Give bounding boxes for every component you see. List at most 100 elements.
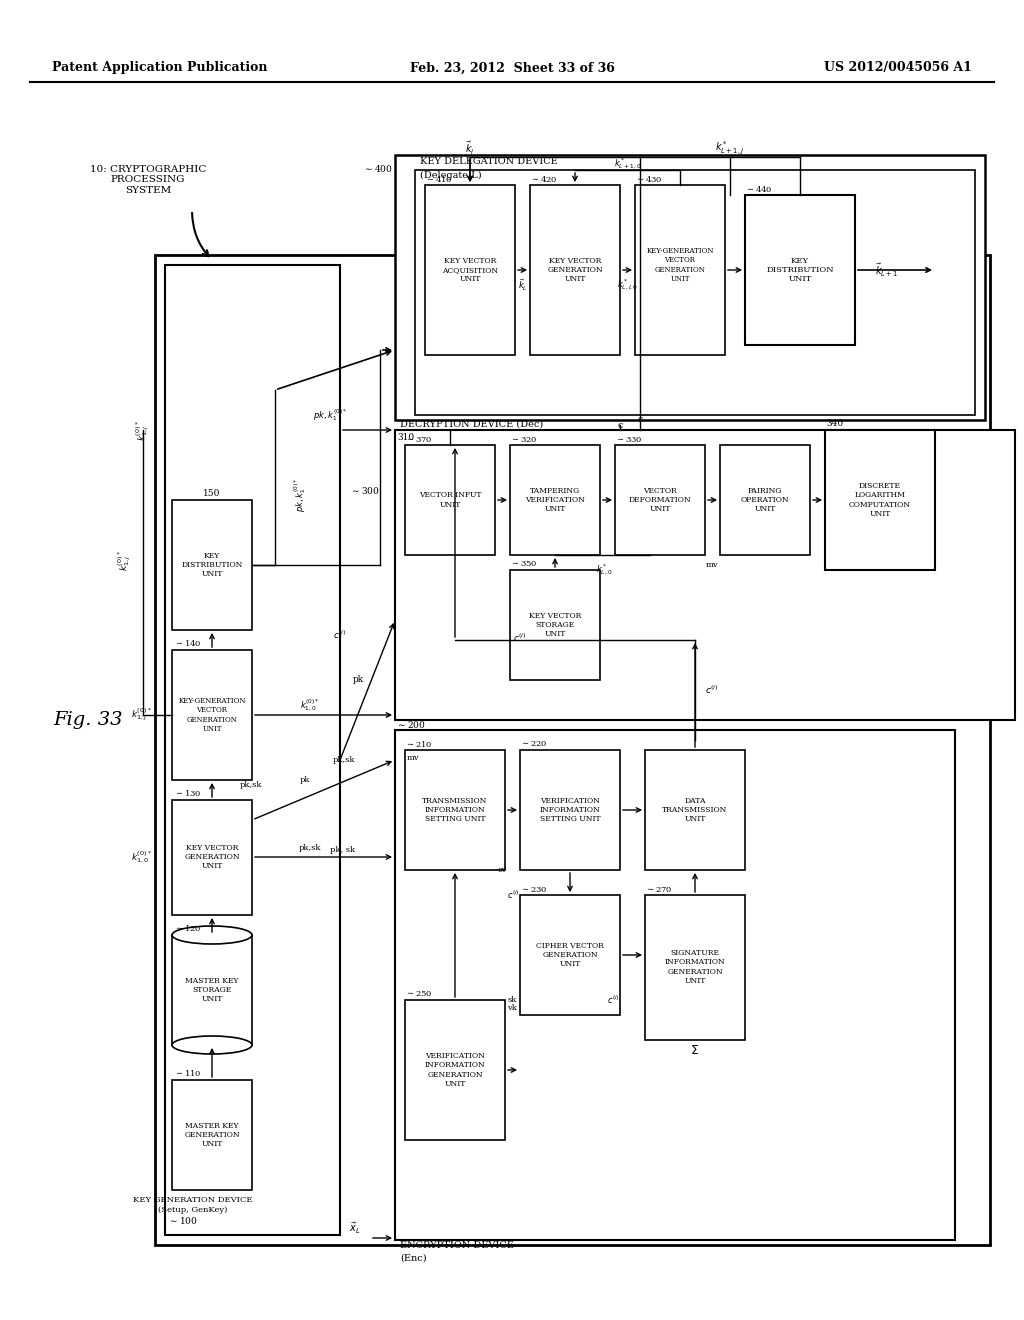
Text: pk: pk	[352, 676, 364, 685]
Text: $k^{(0)*}_{1,j}$: $k^{(0)*}_{1,j}$	[135, 420, 152, 441]
Bar	[406, 445, 495, 554]
Text: $k^*_{L,0}$: $k^*_{L,0}$	[596, 562, 612, 577]
Text: $\sim$320: $\sim$320	[510, 434, 538, 444]
Text: PAIRING
OPERATION
UNIT: PAIRING OPERATION UNIT	[740, 487, 790, 513]
Text: SIGNATURE
INFORMATION
GENERATION
UNIT: SIGNATURE INFORMATION GENERATION UNIT	[665, 949, 725, 985]
Text: $\sim$140: $\sim$140	[174, 638, 202, 648]
Text: KEY-GENERATION
VECTOR
GENERATION
UNIT: KEY-GENERATION VECTOR GENERATION UNIT	[178, 697, 246, 733]
Text: $k^*_{L,l,0}$: $k^*_{L,l,0}$	[617, 277, 639, 292]
Bar	[395, 430, 1015, 719]
Bar	[510, 570, 600, 680]
Text: vk: vk	[507, 1005, 517, 1012]
Ellipse shape	[172, 1036, 252, 1053]
Text: $c^{(i)}$: $c^{(i)}$	[705, 684, 719, 696]
Text: 10: CRYPTOGRAPHIC
PROCESSING
SYSTEM: 10: CRYPTOGRAPHIC PROCESSING SYSTEM	[90, 165, 206, 195]
Text: 310: 310	[397, 433, 414, 442]
Text: Patent Application Publication: Patent Application Publication	[52, 62, 267, 74]
Text: TAMPERING
VERIFICATION
UNIT: TAMPERING VERIFICATION UNIT	[525, 487, 585, 513]
Text: $\sim$270: $\sim$270	[645, 884, 673, 894]
Text: VERIFICATION
INFORMATION
SETTING UNIT: VERIFICATION INFORMATION SETTING UNIT	[540, 797, 600, 824]
Bar	[172, 935, 252, 1045]
Bar	[645, 750, 745, 870]
Text: Fig. 33: Fig. 33	[53, 711, 123, 729]
Bar	[172, 500, 252, 630]
Bar	[510, 445, 600, 554]
Ellipse shape	[172, 927, 252, 944]
Text: c: c	[637, 416, 643, 425]
Bar	[530, 185, 620, 355]
Text: $\sim$370: $\sim$370	[406, 434, 433, 444]
Text: $\sim$250: $\sim$250	[406, 990, 433, 998]
Text: DATA
TRANSMISSION
UNIT: DATA TRANSMISSION UNIT	[663, 797, 728, 824]
Text: KEY VECTOR
ACQUISITION
UNIT: KEY VECTOR ACQUISITION UNIT	[442, 257, 498, 284]
Bar	[635, 185, 725, 355]
Text: $\sim$220: $\sim$220	[520, 739, 548, 748]
Text: 340: 340	[826, 420, 843, 429]
Text: TRANSMISSION
INFORMATION
SETTING UNIT: TRANSMISSION INFORMATION SETTING UNIT	[422, 797, 487, 824]
Text: $\sim$330: $\sim$330	[615, 434, 643, 444]
Text: cv: cv	[498, 866, 507, 874]
Text: KEY VECTOR
GENERATION
UNIT: KEY VECTOR GENERATION UNIT	[547, 257, 603, 284]
Text: $\sim$440: $\sim$440	[745, 183, 773, 194]
Text: CIPHER VECTOR
GENERATION
UNIT: CIPHER VECTOR GENERATION UNIT	[536, 941, 604, 968]
Text: pk,sk: pk,sk	[240, 781, 262, 789]
Text: $c^{(i)}$: $c^{(i)}$	[333, 628, 347, 642]
Text: pk, sk: pk, sk	[330, 846, 355, 854]
Text: KEY-GENERATION
VECTOR
GENERATION
UNIT: KEY-GENERATION VECTOR GENERATION UNIT	[646, 247, 714, 282]
Text: ENCRYPTION DEVICE: ENCRYPTION DEVICE	[400, 1241, 514, 1250]
Text: DECRYPTION DEVICE (Dec): DECRYPTION DEVICE (Dec)	[400, 420, 544, 429]
Text: MASTER KEY
STORAGE
UNIT: MASTER KEY STORAGE UNIT	[185, 977, 239, 1003]
Bar	[645, 895, 745, 1040]
Bar	[720, 445, 810, 554]
Text: $\vec{k}_i$: $\vec{k}_i$	[465, 140, 475, 157]
Text: $\sim$120: $\sim$120	[174, 923, 202, 933]
Text: $\sim$200: $\sim$200	[396, 718, 426, 730]
Text: $k^{(0)*}_{1,0}$: $k^{(0)*}_{1,0}$	[131, 849, 152, 865]
Bar	[745, 195, 855, 345]
Text: $\sim$210: $\sim$210	[406, 739, 433, 748]
Text: KEY
DISTRIBUTION
UNIT: KEY DISTRIBUTION UNIT	[766, 257, 834, 284]
Bar	[155, 255, 990, 1245]
Text: $c^{(i)}$: $c^{(i)}$	[607, 994, 620, 1006]
Text: $\vec{k}_{L+1}$: $\vec{k}_{L+1}$	[874, 261, 898, 279]
Text: $k^{(0)*}_{1,j}$: $k^{(0)*}_{1,j}$	[131, 708, 152, 723]
Text: (Delegate L): (Delegate L)	[420, 170, 481, 180]
Text: $k^{(0)*}_{1,0}$: $k^{(0)*}_{1,0}$	[300, 697, 319, 713]
Text: $\sim$300: $\sim$300	[350, 484, 380, 495]
Text: KEY VECTOR
GENERATION
UNIT: KEY VECTOR GENERATION UNIT	[184, 843, 240, 870]
Text: US 2012/0045056 A1: US 2012/0045056 A1	[824, 62, 972, 74]
Text: $\sim$400: $\sim$400	[364, 162, 393, 173]
Bar	[172, 1080, 252, 1191]
Text: $\sim$230: $\sim$230	[520, 884, 548, 894]
Text: $\sim$420: $\sim$420	[530, 174, 558, 183]
Bar	[415, 170, 975, 414]
Bar	[520, 750, 620, 870]
Text: pk: pk	[300, 776, 310, 784]
Bar	[165, 265, 340, 1236]
Text: KEY
DISTRIBUTION
UNIT: KEY DISTRIBUTION UNIT	[181, 552, 243, 578]
Text: KEY DELEGATION DEVICE: KEY DELEGATION DEVICE	[420, 157, 558, 166]
Bar	[172, 800, 252, 915]
Text: pk,sk: pk,sk	[299, 843, 322, 851]
Text: $\sim$130: $\sim$130	[174, 788, 202, 799]
Bar	[395, 730, 955, 1239]
Text: $k^*_{L+1,0}$: $k^*_{L+1,0}$	[614, 157, 642, 172]
Text: $\sim$350: $\sim$350	[510, 560, 538, 569]
Text: $\vec{k}_L$: $\vec{k}_L$	[518, 277, 528, 293]
Text: $pk, k^{(0)*}_1$: $pk, k^{(0)*}_1$	[292, 478, 308, 512]
Text: $c^{(i)}$: $c^{(i)}$	[513, 632, 526, 644]
Bar	[406, 750, 505, 870]
Text: $\vec{x}_L$: $\vec{x}_L$	[349, 1221, 360, 1236]
Text: mv: mv	[706, 561, 718, 569]
Text: mv: mv	[407, 754, 420, 762]
Text: $pk, k^{(0)*}_1$: $pk, k^{(0)*}_1$	[313, 408, 347, 422]
Bar	[615, 445, 705, 554]
Text: $\sim$430: $\sim$430	[635, 174, 663, 183]
Text: KEY GENERATION DEVICE
(Setup, GenKey): KEY GENERATION DEVICE (Setup, GenKey)	[133, 1196, 253, 1213]
Bar	[825, 430, 935, 570]
Bar	[172, 649, 252, 780]
Text: Feb. 23, 2012  Sheet 33 of 36: Feb. 23, 2012 Sheet 33 of 36	[410, 62, 614, 74]
Text: VECTOR INPUT
UNIT: VECTOR INPUT UNIT	[419, 491, 481, 508]
Text: (Enc): (Enc)	[400, 1254, 427, 1262]
Text: c: c	[617, 421, 623, 429]
